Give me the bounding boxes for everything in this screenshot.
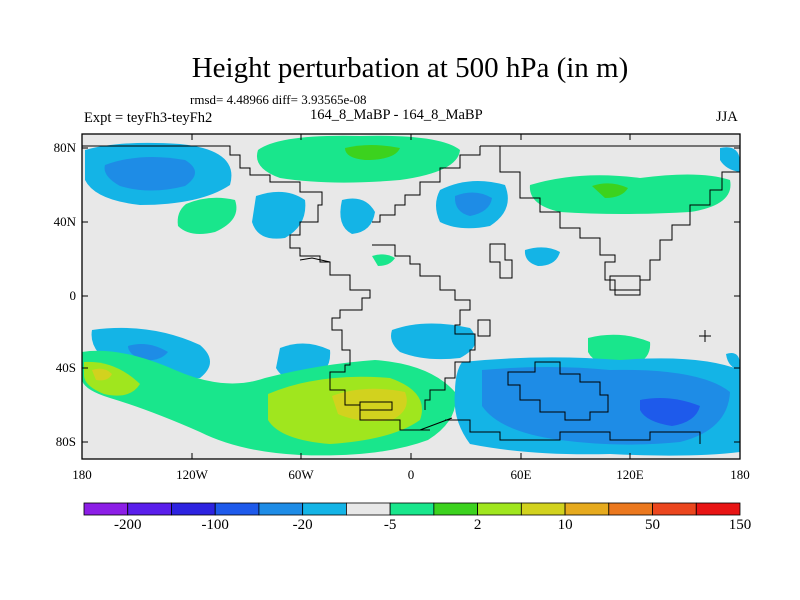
contour-region xyxy=(340,198,375,234)
colorbar-swatch xyxy=(127,502,172,516)
colorbar-swatch xyxy=(520,502,566,516)
coastline xyxy=(499,146,740,296)
coastline-outlines xyxy=(82,145,740,444)
contour-region xyxy=(372,254,395,266)
colorbar-swatch xyxy=(608,502,653,516)
contour-region xyxy=(726,353,740,370)
contour-region xyxy=(128,344,168,361)
colorbar-swatch xyxy=(258,502,304,516)
coastline xyxy=(489,243,513,279)
contour-region xyxy=(177,197,237,234)
lat-tick-label: 0 xyxy=(69,288,77,303)
coastline xyxy=(372,146,481,223)
stats-text: rmsd= 4.48966 diff= 3.93565e-08 xyxy=(190,92,367,107)
season-label: JJA xyxy=(716,109,738,125)
colorbar-swatch xyxy=(302,502,347,516)
contour-region xyxy=(92,368,112,381)
coastline xyxy=(299,257,331,263)
colorbar-swatch xyxy=(171,502,216,516)
contour-region xyxy=(345,145,400,160)
colorbar xyxy=(83,502,741,516)
contour-region xyxy=(640,398,700,426)
coastline xyxy=(372,244,476,410)
colorbar-label: -200 xyxy=(113,517,142,533)
lat-tick-label: 80N xyxy=(53,140,76,155)
coastline xyxy=(609,275,641,291)
center-label: 164_8_MaBP - 164_8_MaBP xyxy=(310,107,483,123)
colorbar-swatch xyxy=(345,502,391,516)
contour-region xyxy=(454,192,492,216)
lon-tick-label: 180 xyxy=(72,467,92,482)
contour-region xyxy=(104,156,195,191)
lon-tick-label: 180 xyxy=(730,467,750,482)
map-area xyxy=(81,133,741,460)
coastline xyxy=(477,319,491,337)
contour-region xyxy=(252,191,306,239)
colorbar-swatch xyxy=(214,502,260,516)
plot-title: Height perturbation at 500 hPa (in m) xyxy=(191,52,629,84)
contour-region xyxy=(391,323,476,360)
colorbar-label: 2 xyxy=(473,517,482,533)
coastline xyxy=(359,401,393,411)
colorbar-label: 150 xyxy=(728,517,752,533)
lat-tick-label: 40S xyxy=(55,360,76,375)
colorbar-swatch xyxy=(389,502,435,516)
lat-tick-label: 40N xyxy=(53,214,76,229)
contour-fills xyxy=(82,135,740,456)
contour-region xyxy=(720,147,740,172)
coastline xyxy=(507,361,609,421)
colorbar-swatch xyxy=(433,502,479,516)
colorbar-label: -100 xyxy=(201,517,229,533)
colorbar-label: 50 xyxy=(645,517,661,533)
coastline xyxy=(419,417,453,431)
axis-ticks xyxy=(81,134,741,459)
colorbar-label: -20 xyxy=(292,517,313,533)
colorbar-swatch xyxy=(83,502,129,516)
contour-region xyxy=(524,247,560,266)
coastline xyxy=(372,419,430,431)
coastline xyxy=(445,419,701,444)
contour-region xyxy=(256,135,460,183)
lon-tick-label: 120E xyxy=(616,467,644,482)
lon-tick-label: 0 xyxy=(407,467,415,482)
colorbar-label: -5 xyxy=(383,517,397,533)
colorbar-swatch xyxy=(695,502,741,516)
lon-tick-label: 60E xyxy=(510,467,532,482)
colorbar-swatch xyxy=(652,502,697,516)
lon-tick-label: 60W xyxy=(288,467,314,482)
contour-region xyxy=(592,183,628,198)
contour-region xyxy=(332,388,407,422)
colorbar-swatch xyxy=(477,502,522,516)
experiment-label: Expt = teyFh3-teyFh2 xyxy=(84,110,213,126)
coastline xyxy=(82,145,372,421)
contour-region xyxy=(529,174,731,214)
lon-tick-label: 120W xyxy=(176,467,208,482)
colorbar-label: 10 xyxy=(557,517,573,533)
coastline xyxy=(699,330,711,342)
colorbar-swatch xyxy=(564,502,610,516)
lat-tick-label: 80S xyxy=(55,434,76,449)
